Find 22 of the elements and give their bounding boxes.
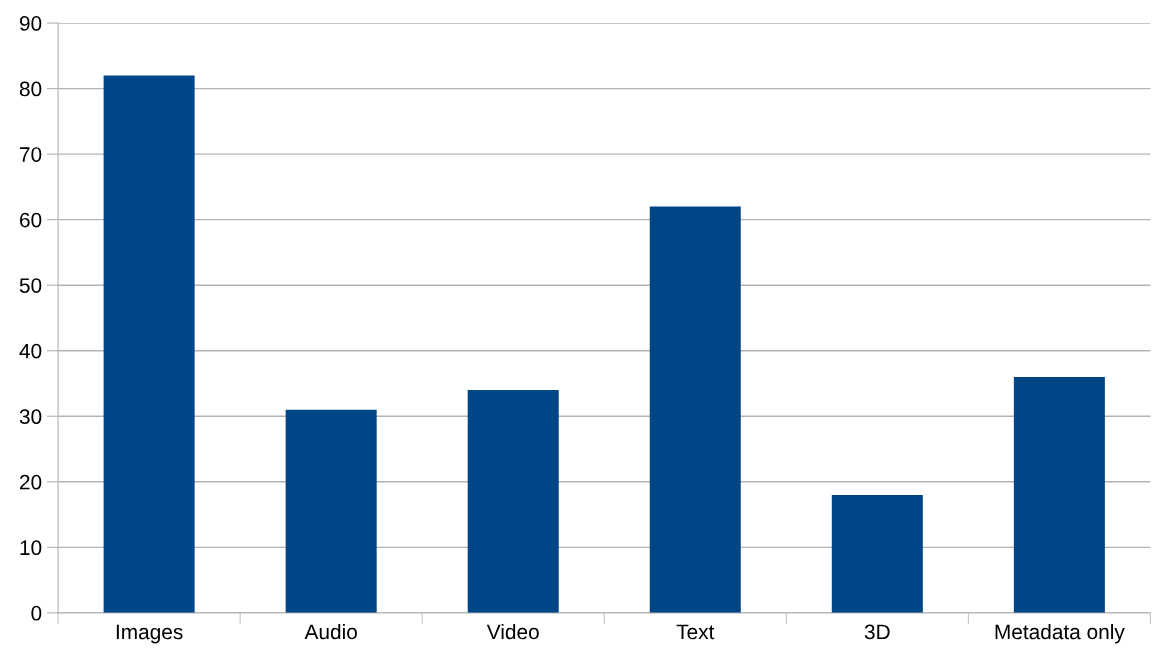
y-tick-label: 50 — [19, 278, 42, 293]
bar — [103, 75, 195, 613]
y-tick-label: 70 — [20, 147, 42, 162]
y-tick-label: 90 — [19, 16, 42, 31]
y-tick-label: 60 — [20, 212, 42, 228]
x-tick-label: Metadata only — [995, 623, 1125, 644]
bar — [285, 409, 377, 613]
y-tick-label: 10 — [20, 540, 42, 556]
x-tick-label: Text — [676, 624, 715, 640]
bar — [649, 206, 741, 613]
bar — [831, 494, 923, 613]
x-tick-label: Video — [486, 623, 539, 640]
y-tick-label: 0 — [31, 605, 42, 621]
y-tick-label: 80 — [19, 81, 42, 97]
y-tick-label: 30 — [19, 409, 42, 425]
y-tick-label: 40 — [19, 343, 42, 359]
y-tick-label: 20 — [20, 474, 42, 490]
bar — [1013, 376, 1105, 613]
x-tick-label: 3D — [864, 624, 890, 640]
x-tick-label: Audio — [304, 623, 357, 640]
x-tick-label: Images — [116, 624, 183, 644]
bar — [467, 390, 559, 613]
